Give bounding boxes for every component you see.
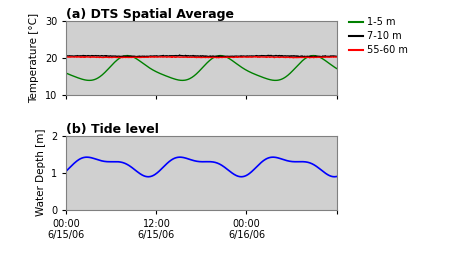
Text: (b) Tide level: (b) Tide level (66, 123, 159, 136)
Text: (a) DTS Spatial Average: (a) DTS Spatial Average (66, 8, 234, 21)
Y-axis label: Temperature [°C]: Temperature [°C] (29, 13, 39, 103)
Y-axis label: Water Depth [m]: Water Depth [m] (36, 129, 46, 216)
Legend: 1-5 m, 7-10 m, 55-60 m: 1-5 m, 7-10 m, 55-60 m (345, 14, 412, 59)
